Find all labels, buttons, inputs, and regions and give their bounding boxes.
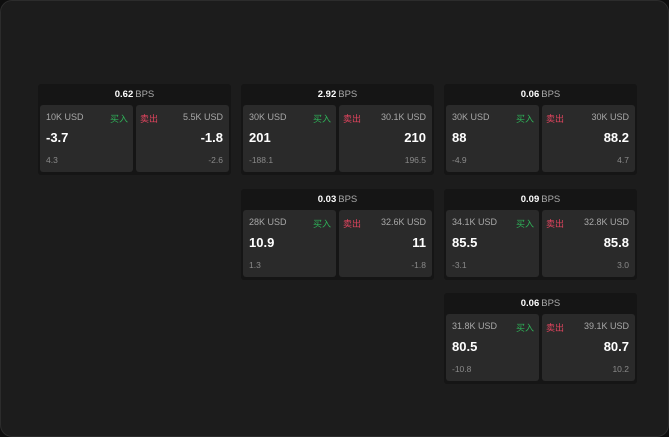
- buy-change: 1.3: [249, 260, 261, 270]
- sell-cell[interactable]: 5.5K USD 卖出 -1.8 -2.6: [136, 105, 229, 172]
- quote-card: 0.62 BPS 10K USD 买入 -3.7 4.3 5.5K USD 卖出 …: [38, 84, 231, 175]
- spread-header: 0.03 BPS: [241, 189, 434, 210]
- sell-change: -1.8: [411, 260, 426, 270]
- quote-card: 0.06 BPS 30K USD 买入 88 -4.9 30K USD 卖出 88…: [444, 84, 637, 175]
- sell-change: 10.2: [612, 364, 629, 374]
- quote-card: 0.06 BPS 31.8K USD 买入 80.5 -10.8 39.1K US…: [444, 293, 637, 384]
- sell-size: 30.1K USD: [380, 112, 426, 122]
- sell-price: 210: [404, 130, 426, 145]
- buy-label: 买入: [515, 323, 534, 333]
- sell-cell[interactable]: 32.6K USD 卖出 11 -1.8: [339, 210, 432, 277]
- spread-header: 2.92 BPS: [241, 84, 434, 105]
- sell-price: -1.8: [200, 130, 223, 145]
- spread-unit: BPS: [541, 89, 561, 100]
- buy-cell[interactable]: 34.1K USD 买入 85.5 -3.1: [446, 210, 539, 277]
- sell-change: 196.5: [404, 155, 426, 165]
- spread-header: 0.09 BPS: [444, 189, 637, 210]
- sell-label: 卖出: [343, 114, 362, 124]
- sell-label: 卖出: [343, 219, 362, 229]
- buy-change: -188.1: [249, 155, 274, 165]
- spread-unit: BPS: [541, 194, 561, 205]
- spread-unit: BPS: [541, 298, 561, 309]
- sell-price: 85.8: [603, 235, 629, 250]
- spread-value: 2.92: [317, 89, 337, 100]
- sell-change: 3.0: [617, 260, 629, 270]
- spread-value: 0.06: [520, 298, 540, 309]
- buy-change: -3.1: [452, 260, 467, 270]
- spread-unit: BPS: [135, 89, 155, 100]
- buy-price: 10.9: [249, 235, 275, 250]
- sell-cell[interactable]: 30.1K USD 卖出 210 196.5: [339, 105, 432, 172]
- spread-value: 0.03: [317, 194, 337, 205]
- spread-header: 0.62 BPS: [38, 84, 231, 105]
- buy-cell[interactable]: 31.8K USD 买入 80.5 -10.8: [446, 314, 539, 381]
- sell-cell[interactable]: 30K USD 卖出 88.2 4.7: [542, 105, 635, 172]
- sell-label: 卖出: [546, 219, 565, 229]
- buy-cell[interactable]: 10K USD 买入 -3.7 4.3: [40, 105, 133, 172]
- buy-cell[interactable]: 28K USD 买入 10.9 1.3: [243, 210, 336, 277]
- buy-change: -10.8: [452, 364, 472, 374]
- spread-header: 0.06 BPS: [444, 293, 637, 314]
- buy-change: 4.3: [46, 155, 58, 165]
- quote-card: 0.03 BPS 28K USD 买入 10.9 1.3 32.6K USD 卖出…: [241, 189, 434, 280]
- buy-label: 买入: [109, 114, 128, 124]
- buy-price: 88: [452, 130, 467, 145]
- quote-card: 2.92 BPS 30K USD 买入 201 -188.1 30.1K USD …: [241, 84, 434, 175]
- spread-value: 0.09: [520, 194, 540, 205]
- buy-cell[interactable]: 30K USD 买入 88 -4.9: [446, 105, 539, 172]
- sell-label: 卖出: [546, 323, 565, 333]
- buy-label: 买入: [515, 114, 534, 124]
- buy-price: 80.5: [452, 339, 478, 354]
- sell-size: 32.8K USD: [583, 217, 629, 227]
- buy-price: 85.5: [452, 235, 478, 250]
- sell-price: 80.7: [603, 339, 629, 354]
- buy-size: 30K USD: [452, 112, 490, 122]
- buy-change: -4.9: [452, 155, 467, 165]
- buy-size: 10K USD: [46, 112, 84, 122]
- buy-label: 买入: [312, 114, 331, 124]
- buy-size: 30K USD: [249, 112, 287, 122]
- sell-change: -2.6: [208, 155, 223, 165]
- sell-size: 5.5K USD: [182, 112, 223, 122]
- spread-unit: BPS: [338, 89, 358, 100]
- spread-value: 0.62: [114, 89, 134, 100]
- buy-label: 买入: [515, 219, 534, 229]
- sell-cell[interactable]: 32.8K USD 卖出 85.8 3.0: [542, 210, 635, 277]
- spread-unit: BPS: [338, 194, 358, 205]
- buy-price: -3.7: [46, 130, 69, 145]
- sell-size: 32.6K USD: [380, 217, 426, 227]
- sell-label: 卖出: [140, 114, 159, 124]
- buy-price: 201: [249, 130, 271, 145]
- buy-cell[interactable]: 30K USD 买入 201 -188.1: [243, 105, 336, 172]
- buy-size: 28K USD: [249, 217, 287, 227]
- spread-value: 0.06: [520, 89, 540, 100]
- buy-size: 31.8K USD: [452, 321, 498, 331]
- sell-price: 88.2: [603, 130, 629, 145]
- sell-size: 39.1K USD: [583, 321, 629, 331]
- sell-size: 30K USD: [591, 112, 629, 122]
- sell-cell[interactable]: 39.1K USD 卖出 80.7 10.2: [542, 314, 635, 381]
- quote-card: 0.09 BPS 34.1K USD 买入 85.5 -3.1 32.8K USD…: [444, 189, 637, 280]
- sell-price: 11: [412, 235, 426, 250]
- sell-label: 卖出: [546, 114, 565, 124]
- buy-label: 买入: [312, 219, 331, 229]
- spread-header: 0.06 BPS: [444, 84, 637, 105]
- buy-size: 34.1K USD: [452, 217, 498, 227]
- sell-change: 4.7: [617, 155, 629, 165]
